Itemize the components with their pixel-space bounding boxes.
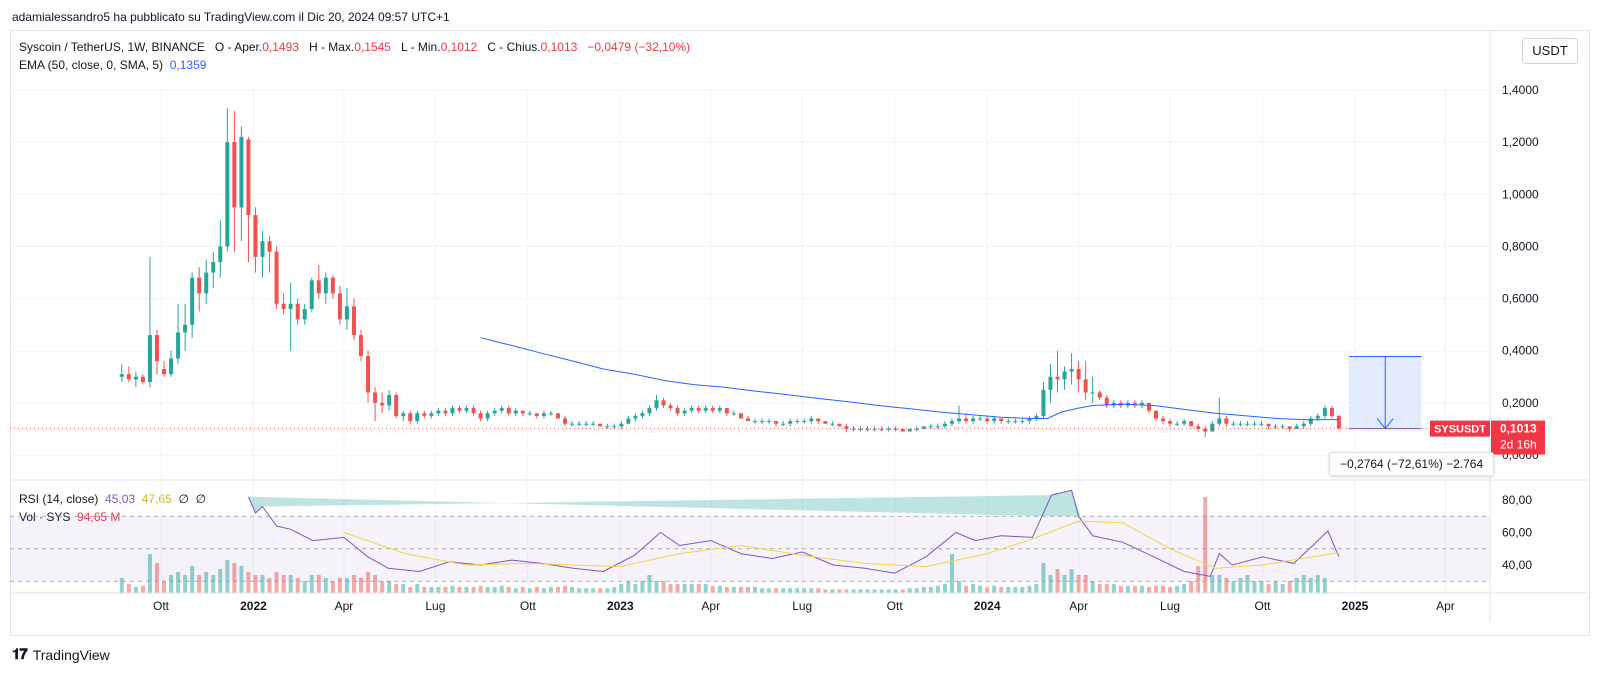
rsi-legend[interactable]: RSI (14, close) 45,03 47,65 ∅ ∅ [19,492,206,506]
measure-readout: −0,2764 (−72,61%) −2.764 [1329,452,1495,476]
symbol-legend: Syscoin / TetherUS, 1W, BINANCE O - Aper… [19,40,690,54]
close-label: C - Chius. [487,40,541,54]
rsi-extra-2: ∅ [195,492,207,506]
ema-legend[interactable]: EMA (50, close, 0, SMA, 5) 0,1359 [19,58,206,72]
rsi-ma-value: 47,65 [141,492,172,506]
low-label: L - Min. [401,40,441,54]
volume-label: Vol · SYS [19,510,71,524]
rsi-extra-1: ∅ [178,492,189,506]
rsi-value: 45,03 [105,492,136,506]
tradingview-logo-icon: 𝟏𝟕 [12,646,28,663]
high-value: 0,1545 [354,40,391,54]
ema-label: EMA (50, close, 0, SMA, 5) [19,58,164,72]
volume-legend[interactable]: Vol · SYS 94,65 M [19,510,120,524]
ema-value: 0,1359 [169,58,207,72]
footer-brand[interactable]: 𝟏𝟕 TradingView [12,646,110,663]
open-label: O - Aper. [214,40,263,54]
publisher-caption: adamialessandro5 ha pubblicato su Tradin… [12,10,450,24]
high-label: H - Max. [308,40,355,54]
currency-button[interactable]: USDT [1522,38,1578,64]
change-value: −0,0479 (−32,10%) [587,40,691,54]
open-value: 0,1493 [262,40,299,54]
close-value: 0,1013 [540,40,578,54]
low-value: 0,1012 [440,40,478,54]
chart-frame [10,30,1590,636]
footer-brand-label: TradingView [32,646,110,663]
rsi-label: RSI (14, close) [19,492,99,506]
volume-value: 94,65 M [77,510,121,524]
symbol-title[interactable]: Syscoin / TetherUS, 1W, BINANCE [19,40,205,54]
